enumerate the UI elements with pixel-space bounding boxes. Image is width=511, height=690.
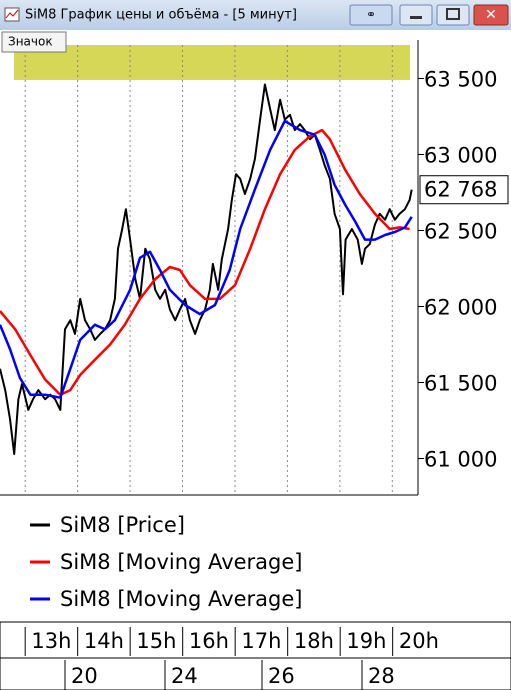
maximize-button[interactable] <box>436 4 470 26</box>
y-tick-label: 61 000 <box>424 448 497 472</box>
y-tick-label: 61 500 <box>424 372 497 396</box>
highlight-band <box>14 45 410 80</box>
moving-average-line <box>0 128 410 396</box>
window-title: SiM8 График цены и объёма - [5 минут] <box>25 8 297 23</box>
icon-line <box>5 9 19 19</box>
time-labels: 13h 14h 15h 16h 17h 18h 19h 20h 20 24 26 28 <box>24 627 439 690</box>
hour-label: 19h <box>346 629 386 653</box>
close-button[interactable] <box>473 4 509 26</box>
hour-label: 14h <box>84 629 124 653</box>
hour-label: 15h <box>136 629 176 653</box>
y-tick-label: 62 000 <box>424 295 497 319</box>
date-label: 24 <box>171 664 198 688</box>
last-price-box <box>419 175 509 205</box>
time-axis <box>0 621 511 690</box>
link-button[interactable] <box>349 4 393 26</box>
date-label: 28 <box>368 664 395 688</box>
y-tick-label: 63 500 <box>424 67 497 91</box>
tooltip-text: Значок <box>8 35 53 49</box>
hour-label: 20h <box>399 629 439 653</box>
legend-label: SiM8 [Price] <box>60 513 185 537</box>
minimize-button[interactable] <box>399 4 433 26</box>
maximize-icon <box>446 8 460 20</box>
plot-area <box>0 45 413 495</box>
legend-label: SiM8 [Moving Average] <box>60 550 302 574</box>
hour-label: 16h <box>189 629 229 653</box>
y-tick-label: 62 500 <box>424 219 497 243</box>
price-line <box>0 83 413 455</box>
link-icon: ⚭ <box>366 8 376 22</box>
hour-label: 18h <box>294 629 334 653</box>
minimize-icon <box>410 16 422 19</box>
date-label: 26 <box>268 664 295 688</box>
close-icon: ✕ <box>485 7 497 23</box>
hour-label: 13h <box>31 629 71 653</box>
moving-average-line <box>0 119 413 399</box>
tooltip <box>1 31 67 53</box>
last-price-label: 62 768 <box>424 178 497 202</box>
hour-label: 17h <box>241 629 281 653</box>
y-tick-label: 63 000 <box>424 143 497 167</box>
legend-label: SiM8 [Moving Average] <box>60 587 302 611</box>
date-label: 20 <box>71 664 98 688</box>
legend: SiM8 [Price] SiM8 [Moving Average] SiM8 [M… <box>30 513 302 611</box>
